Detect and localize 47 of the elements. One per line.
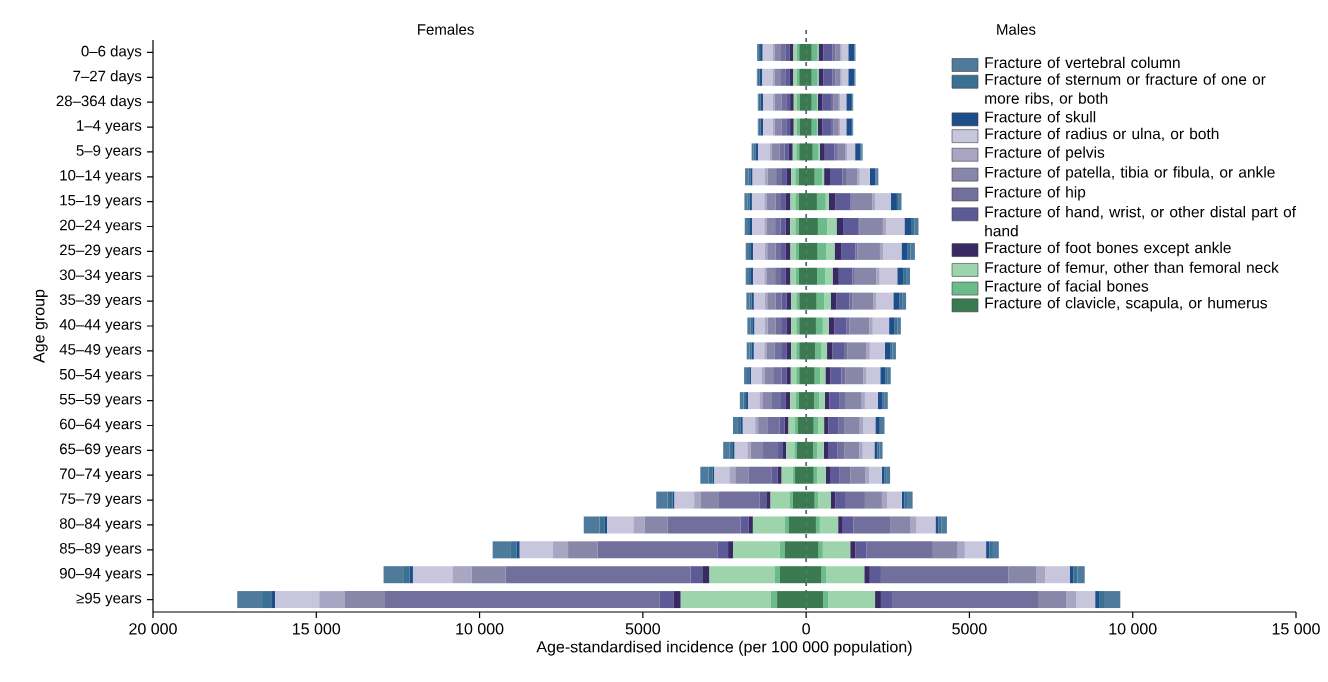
y-tick-label: 75–79 years	[60, 493, 142, 507]
x-tick-label: 15 000	[1272, 623, 1320, 635]
y-tick-label: 40–44 years	[59, 319, 142, 333]
y-tick-label: 15–19 years	[60, 194, 142, 209]
y-tick-label: 90–94 years	[59, 567, 142, 582]
x-tick-label: 5000	[625, 623, 661, 635]
y-tick-label: 50–54 years	[59, 368, 142, 383]
y-tick-label: 20–24 years	[59, 219, 142, 234]
y-tick-label: 65–69 years	[60, 443, 142, 458]
legend-label: Fracture of pelvis	[985, 146, 1105, 161]
y-tick-label: 28–364 days	[56, 95, 142, 110]
y-tick-label: 25–29 years	[59, 244, 142, 259]
legend-label: Fracture of patella, tibia or fibula, or ankle	[985, 166, 1275, 181]
x-tick-label: 5000	[952, 623, 987, 635]
legend-label: Fracture of skull	[985, 111, 1096, 123]
y-tick-label: 60–64 years	[60, 418, 142, 433]
legend-label: Fracture of radius or ulna, or both	[985, 127, 1219, 142]
legend-label: Fracture of femur, other than femoral neck	[985, 261, 1279, 275]
y-tick-label: 10–14 years	[60, 170, 142, 184]
x-tick-label: 15 000	[293, 623, 341, 635]
y-tick-label: 0–6 days	[81, 45, 142, 60]
y-tick-label: 70–74 years	[60, 468, 142, 483]
legend-label: Fracture of hand, wrist, or other distal part of hand	[985, 206, 1297, 237]
legend-label: Fracture of clavicle, scapula, or humerus	[985, 297, 1268, 312]
y-tick-label: 35–39 years	[59, 294, 142, 308]
y-tick-label: 7–27 days	[73, 70, 142, 85]
legend-label: Fracture of facial bones	[985, 280, 1149, 292]
y-tick-label: ≥95 years	[76, 592, 142, 607]
legend-label: Fracture of sternum or fracture of one or more ribs, or both	[985, 73, 1266, 106]
text: Males	[997, 23, 1036, 35]
y-axis-title: Age group	[33, 289, 48, 363]
x-tick-label: 20 000	[129, 623, 177, 635]
y-tick-label: 5–9 years	[76, 145, 142, 159]
y-tick-label: 80–84 years	[59, 518, 142, 532]
legend-label: Fracture of foot bones except ankle	[985, 241, 1231, 257]
text: Females	[418, 23, 474, 35]
y-tick-label: 30–34 years	[59, 269, 142, 284]
y-tick-label: 85–89 years	[59, 543, 142, 557]
y-tick-label: 45–49 years	[59, 344, 142, 358]
legend-label: Fracture of hip	[985, 186, 1086, 201]
x-tick-label: 0	[802, 623, 810, 635]
x-tick-label: 10 000	[1109, 623, 1157, 635]
x-tick-label: 10 000	[456, 623, 504, 635]
y-tick-label: 1–4 years	[77, 120, 142, 134]
y-tick-label: 55–59 years	[59, 393, 142, 408]
legend-label: Fracture of vertebral column	[985, 56, 1180, 69]
x-axis-title: Age-standardised incidence (per 100 000 population)	[536, 640, 912, 656]
